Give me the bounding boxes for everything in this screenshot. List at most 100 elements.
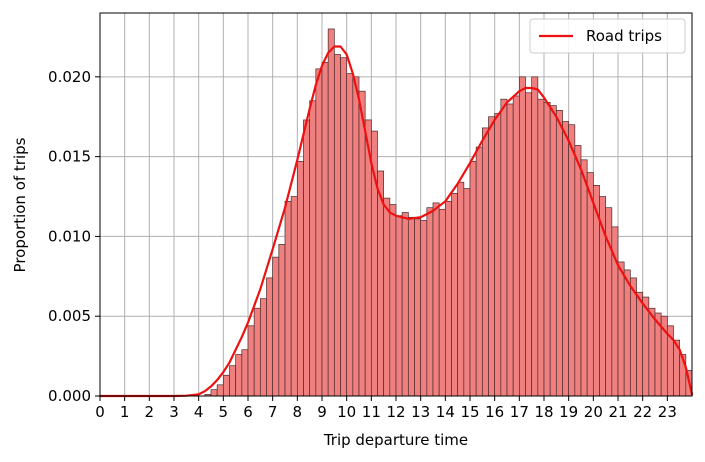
histogram-bar: [216, 384, 224, 397]
x-tick-label-0: 0: [95, 403, 105, 421]
histogram-bar: [222, 374, 230, 397]
y-tick-label-1: 0.005: [48, 307, 91, 325]
histogram-bar: [272, 256, 280, 397]
histogram-bar: [531, 76, 539, 397]
legend-box: [529, 18, 686, 54]
legend: Road trips: [529, 18, 686, 54]
histogram-bar: [383, 197, 391, 397]
histogram-bar: [266, 277, 274, 397]
histogram-bar: [518, 76, 526, 397]
y-axis-label: Proportion of trips: [11, 137, 29, 272]
histogram-bar: [247, 325, 255, 397]
histogram-bar: [469, 161, 477, 397]
histogram-bar: [259, 298, 267, 397]
histogram-bar: [586, 172, 594, 397]
x-tick-label-11: 11: [362, 403, 381, 421]
y-tick-label-3: 0.015: [48, 148, 91, 166]
histogram-bar: [500, 98, 508, 397]
x-tick-label-3: 3: [169, 403, 179, 421]
x-tick-label-2: 2: [145, 403, 155, 421]
histogram-bar: [481, 127, 489, 397]
histogram-bar: [315, 68, 323, 397]
histogram-bar: [284, 200, 292, 397]
histogram-bar: [432, 202, 440, 397]
x-tick-label-7: 7: [268, 403, 278, 421]
x-tick-label-19: 19: [559, 403, 578, 421]
histogram-bar: [333, 54, 341, 397]
x-tick-label-5: 5: [219, 403, 229, 421]
histogram-bar: [623, 269, 631, 397]
histogram-bar: [327, 28, 335, 397]
x-tick-label-10: 10: [337, 403, 356, 421]
x-tick-label-23: 23: [658, 403, 677, 421]
histogram-bar: [549, 105, 557, 397]
histogram-bar: [389, 204, 397, 397]
x-axis-ticks: 0 1 2 3 4 5 6 7 8 9 10 11 12 13 14 15 16 17 18 19 20 21 22 23: [95, 396, 677, 421]
histogram-bar: [438, 208, 446, 397]
x-tick-label-1: 1: [120, 403, 130, 421]
histogram-bar: [309, 100, 317, 397]
histogram-bar: [278, 244, 286, 397]
histogram-bar: [574, 145, 582, 397]
x-tick-label-13: 13: [411, 403, 430, 421]
histogram-bar: [525, 92, 533, 397]
x-tick-label-12: 12: [386, 403, 405, 421]
histogram-bar: [210, 389, 218, 397]
histogram-bar: [512, 95, 520, 397]
histogram-bar: [414, 218, 422, 397]
histogram-bar: [303, 119, 311, 397]
histogram-bar: [580, 159, 588, 397]
x-tick-label-21: 21: [608, 403, 627, 421]
histogram-bar: [444, 200, 452, 397]
x-axis-label: Trip departure time: [323, 431, 468, 449]
x-tick-label-4: 4: [194, 403, 204, 421]
x-tick-label-8: 8: [293, 403, 303, 421]
histogram-bar: [253, 307, 261, 397]
histogram-bar: [407, 216, 415, 397]
x-tick-label-22: 22: [633, 403, 652, 421]
histogram-bar: [401, 212, 409, 397]
histogram-bar: [457, 181, 465, 397]
histogram-bar: [352, 76, 360, 397]
histogram-bar: [494, 113, 502, 397]
histogram-bar: [426, 207, 434, 397]
density-line: [98, 45, 694, 398]
x-tick-label-17: 17: [510, 403, 529, 421]
x-tick-label-16: 16: [485, 403, 504, 421]
y-tick-label-2: 0.010: [48, 227, 91, 245]
x-tick-label-9: 9: [317, 403, 327, 421]
histogram-bar: [537, 98, 545, 397]
histogram-bar: [629, 277, 637, 397]
histogram-bar: [451, 192, 459, 397]
histogram-bar: [506, 103, 514, 397]
histogram-bar: [229, 365, 237, 397]
y-tick-label-4: 0.020: [48, 68, 91, 86]
histogram-bar: [340, 57, 348, 397]
histogram-bar: [648, 307, 656, 397]
histogram-bar: [290, 196, 298, 397]
histogram-bar: [463, 188, 471, 397]
histogram-bar: [617, 261, 625, 397]
y-tick-label-0: 0.000: [48, 387, 91, 405]
series-line-road-trips: [98, 45, 694, 398]
x-tick-label-15: 15: [460, 403, 479, 421]
histogram-bar: [475, 146, 483, 397]
histogram-bars: [204, 28, 693, 397]
histogram-bar: [543, 102, 551, 397]
histogram-bar: [562, 121, 570, 397]
histogram-bar: [296, 161, 304, 397]
histogram-bar: [346, 73, 354, 397]
histogram-bar: [488, 116, 496, 397]
histogram-bar: [321, 62, 329, 397]
histogram-bar: [568, 124, 576, 397]
x-tick-label-20: 20: [584, 403, 603, 421]
histogram-bar: [358, 90, 366, 397]
histogram-bar: [555, 109, 563, 397]
histogram-bar: [241, 349, 249, 397]
legend-label-road-trips: Road trips: [586, 27, 662, 45]
histogram-bar: [235, 354, 243, 397]
histogram-bar: [636, 291, 644, 397]
y-axis-ticks: 0.000 0.005 0.010 0.015 0.020: [48, 68, 100, 405]
x-tick-label-6: 6: [243, 403, 253, 421]
